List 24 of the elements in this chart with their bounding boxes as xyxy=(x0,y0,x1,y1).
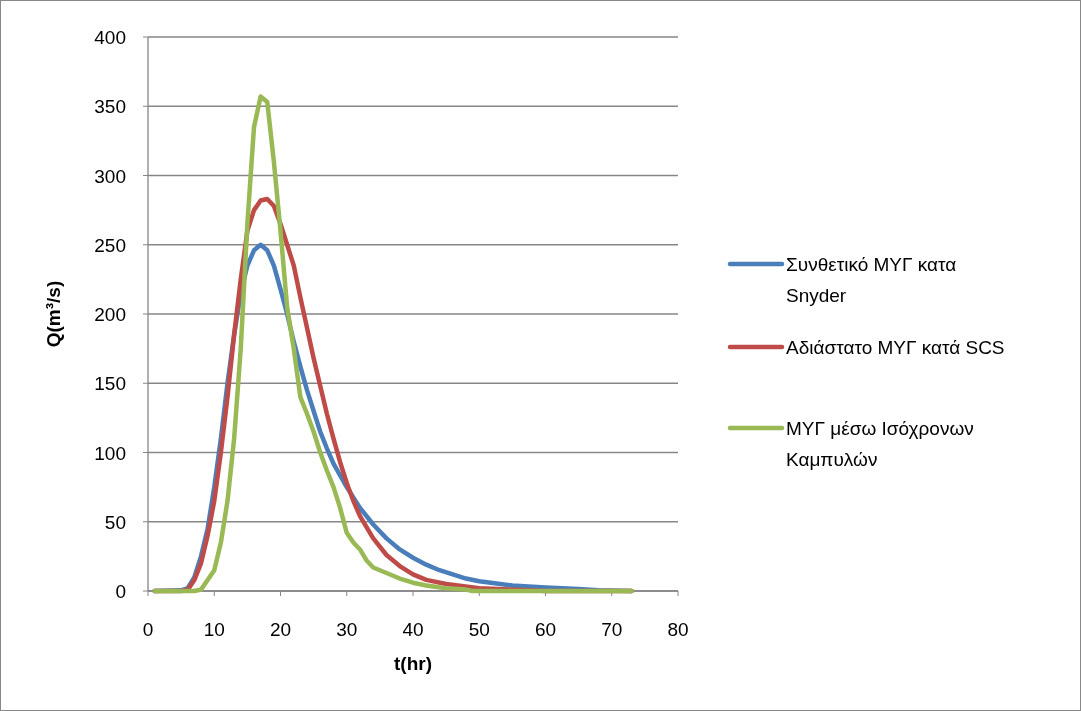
legend-label: Συνθετικό ΜΥΓ κατα Snyder xyxy=(786,254,957,306)
x-tick-label: 50 xyxy=(468,619,490,640)
y-tick-label: 200 xyxy=(94,304,126,325)
legend-label: Αδιάστατο ΜΥΓ κατά SCS xyxy=(786,337,1005,358)
y-tick-label: 150 xyxy=(94,373,126,395)
x-tick-label: 20 xyxy=(269,619,292,640)
y-tick-label: 50 xyxy=(104,511,126,533)
line-series xyxy=(152,94,634,594)
x-tick-label: 40 xyxy=(402,619,424,640)
y-tick-label: 350 xyxy=(94,96,126,118)
y-tick-label: 250 xyxy=(94,234,126,256)
y-tick-label: 0 xyxy=(115,581,126,602)
x-tick-label: 30 xyxy=(336,619,358,640)
x-tick-label: 60 xyxy=(534,619,557,640)
y-tick-label: 300 xyxy=(94,165,126,187)
x-tick-label: 10 xyxy=(203,619,225,640)
legend-label: ΜΥΓ μέσω Ισόχρονων Καμπυλών xyxy=(786,418,974,470)
y-tick-label: 100 xyxy=(94,442,126,464)
y-tick-label: 400 xyxy=(94,27,126,48)
x-tick-label: 70 xyxy=(601,619,623,640)
x-tick-label: 0 xyxy=(142,619,154,640)
x-axis-title: t(hr) xyxy=(394,653,432,674)
y-axis-title: Q(m³/s) xyxy=(43,280,64,348)
x-tick-label: 80 xyxy=(667,619,689,640)
